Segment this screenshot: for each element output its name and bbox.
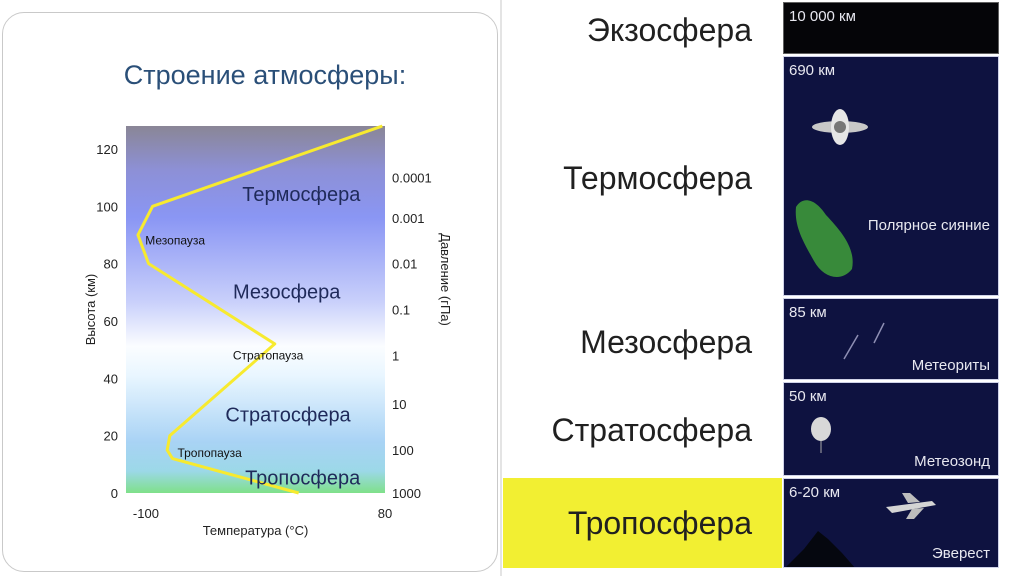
troposphere-image: 6-20 км Эверест bbox=[783, 478, 999, 568]
x-tick-label: 80 bbox=[378, 506, 392, 521]
aurora-caption: Полярное сияние bbox=[867, 217, 990, 234]
pressure-tick-label: 1000 bbox=[392, 486, 421, 501]
meteor-caption: Метеориты bbox=[911, 357, 990, 374]
pressure-tick-label: 0.001 bbox=[392, 211, 425, 226]
layer-name-mesosphere: Мезосфера bbox=[580, 324, 752, 360]
layer-label: Мезосфера bbox=[233, 281, 341, 303]
meteor-streaks-icon bbox=[843, 322, 885, 360]
mountain-icon bbox=[786, 531, 855, 567]
exosphere-altitude: 10 000 км bbox=[789, 8, 856, 25]
y-axis-label: Высота (км) bbox=[83, 274, 98, 346]
divider bbox=[500, 0, 502, 576]
troposphere-highlight bbox=[503, 478, 782, 568]
y-tick-label: 80 bbox=[104, 257, 118, 272]
pressure-tick-label: 1 bbox=[392, 348, 399, 363]
balloon-caption: Метеозонд bbox=[914, 453, 990, 470]
y-tick-label: 120 bbox=[96, 142, 118, 157]
y-tick-label: 60 bbox=[104, 314, 118, 329]
layer-label: Термосфера bbox=[242, 184, 361, 206]
pause-label: Тропопауза bbox=[177, 446, 242, 460]
layer-name-thermosphere: Термосфера bbox=[563, 160, 752, 196]
layer-name-troposphere: Тропосфера bbox=[567, 505, 752, 541]
x-axis-label: Температура (°C) bbox=[203, 523, 309, 538]
pressure-tick-label: 10 bbox=[392, 397, 406, 412]
stratosphere-altitude: 50 км bbox=[789, 388, 827, 405]
layer-name-exosphere: Экзосфера bbox=[586, 12, 752, 48]
weather-balloon-icon bbox=[811, 417, 831, 453]
pressure-tick-label: 0.01 bbox=[392, 257, 417, 272]
pressure-tick-label: 100 bbox=[392, 443, 414, 458]
plot-background bbox=[126, 126, 385, 493]
slide-title: Строение атмосферы: bbox=[123, 60, 407, 90]
y-tick-label: 0 bbox=[111, 486, 118, 501]
thermosphere-image: 690 км Полярное сияние bbox=[783, 56, 999, 296]
space-station-icon bbox=[812, 109, 868, 145]
aurora-icon bbox=[795, 200, 853, 277]
layer-label: Стратосфера bbox=[225, 405, 351, 427]
y-tick-label: 20 bbox=[104, 429, 118, 444]
airplane-icon bbox=[886, 493, 936, 519]
stratosphere-image: 50 км Метеозонд bbox=[783, 382, 999, 476]
thermosphere-illustration bbox=[795, 109, 868, 277]
troposphere-illustration bbox=[786, 493, 936, 567]
x-tick-label: -100 bbox=[133, 506, 159, 521]
mesosphere-image: 85 км Метеориты bbox=[783, 298, 999, 380]
pause-label: Мезопауза bbox=[145, 234, 205, 248]
exosphere-image: 10 000 км bbox=[783, 2, 999, 54]
pressure-tick-label: 0.0001 bbox=[392, 171, 432, 186]
y-tick-label: 100 bbox=[96, 199, 118, 214]
pause-label: Стратопауза bbox=[233, 348, 304, 362]
thermosphere-altitude: 690 км bbox=[789, 62, 836, 79]
temperature-line bbox=[136, 124, 383, 495]
troposphere-altitude: 6-20 км bbox=[789, 484, 841, 501]
layer-label: Тропосфера bbox=[245, 468, 361, 490]
mesosphere-altitude: 85 км bbox=[789, 304, 827, 321]
y-tick-label: 40 bbox=[104, 371, 118, 386]
y2-axis-label: Давление (гПа) bbox=[438, 233, 453, 326]
layer-name-stratosphere: Стратосфера bbox=[551, 412, 752, 448]
everest-caption: Эверест bbox=[932, 545, 990, 562]
pressure-tick-label: 0.1 bbox=[392, 303, 410, 318]
